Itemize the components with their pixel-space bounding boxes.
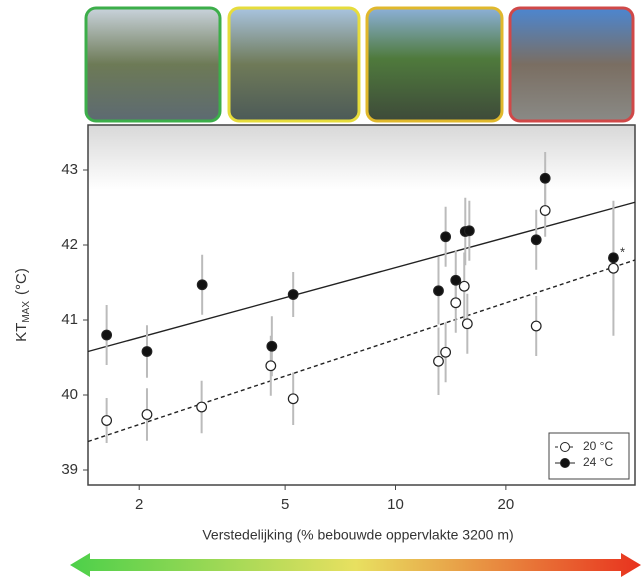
- point: [540, 173, 550, 183]
- gradient-arrow: [70, 553, 641, 577]
- point: [451, 298, 461, 308]
- annotation: *: [620, 244, 625, 259]
- y-tick-label: 43: [61, 161, 78, 178]
- y-tick-label: 39: [61, 461, 78, 478]
- x-tick-label: 5: [281, 496, 289, 513]
- plot-frame: [88, 125, 635, 485]
- y-tick-label: 42: [61, 236, 78, 253]
- y-axis-label: KTMAX (°C): [13, 268, 32, 342]
- point: [531, 321, 541, 331]
- y-label-unit: (°C): [13, 268, 30, 295]
- point: [441, 232, 451, 242]
- point: [463, 319, 473, 329]
- x-tick-label: 20: [498, 496, 515, 513]
- point: [609, 263, 619, 273]
- point: [197, 280, 207, 290]
- legend-label: 24 °C: [583, 455, 613, 469]
- point: [288, 290, 298, 300]
- y-label-main: KT: [13, 323, 30, 342]
- point: [142, 347, 152, 357]
- legend-marker: [561, 459, 570, 468]
- point: [434, 356, 444, 366]
- photo: [229, 8, 359, 121]
- point: [540, 206, 550, 216]
- photo: [367, 8, 502, 121]
- point: [267, 341, 277, 351]
- point: [609, 253, 619, 263]
- point: [102, 330, 112, 340]
- photo: [510, 8, 633, 121]
- legend-marker: [561, 443, 570, 452]
- point: [197, 402, 207, 412]
- point: [102, 416, 112, 426]
- point: [459, 281, 469, 291]
- y-tick-label: 41: [61, 311, 78, 328]
- x-axis-label: Verstedelijking (% bebouwde oppervlakte …: [202, 527, 513, 543]
- photo: [86, 8, 220, 121]
- y-tick-label: 40: [61, 386, 78, 403]
- point: [465, 226, 475, 236]
- x-tick-label: 10: [387, 496, 404, 513]
- point: [434, 286, 444, 296]
- point: [441, 347, 451, 357]
- point: [142, 410, 152, 420]
- chart: * Verstedelijking (% bebouwde oppervlakt…: [0, 0, 643, 579]
- point: [451, 275, 461, 285]
- point: [288, 394, 298, 404]
- x-tick-label: 2: [135, 496, 143, 513]
- y-label-sub: MAX: [21, 301, 32, 323]
- legend-label: 20 °C: [583, 439, 613, 453]
- point: [266, 361, 276, 371]
- point: [531, 235, 541, 245]
